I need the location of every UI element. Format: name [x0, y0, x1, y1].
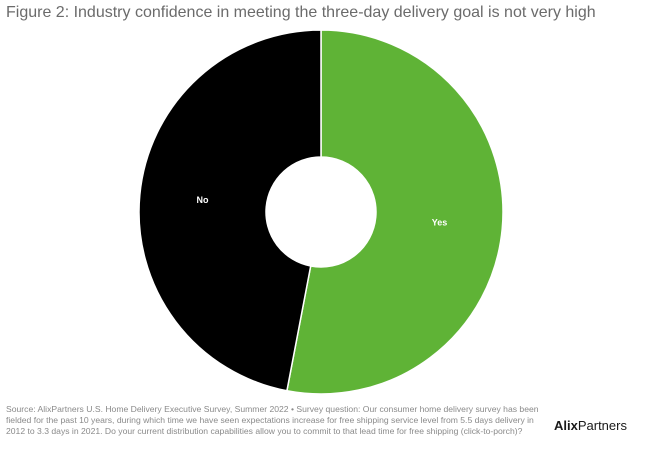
slice-label: No — [197, 195, 209, 205]
donut-slice — [138, 29, 322, 392]
source-note: Source: AlixPartners U.S. Home Delivery … — [6, 404, 539, 436]
logo-regular: Partners — [577, 418, 627, 433]
chart-title: Figure 2: Industry confidence in meeting… — [6, 4, 596, 21]
donut-slice — [286, 29, 504, 395]
logo-bold: Alix — [554, 418, 578, 433]
logo: AlixPartners — [554, 418, 627, 433]
slice-label: Yes — [432, 218, 448, 228]
